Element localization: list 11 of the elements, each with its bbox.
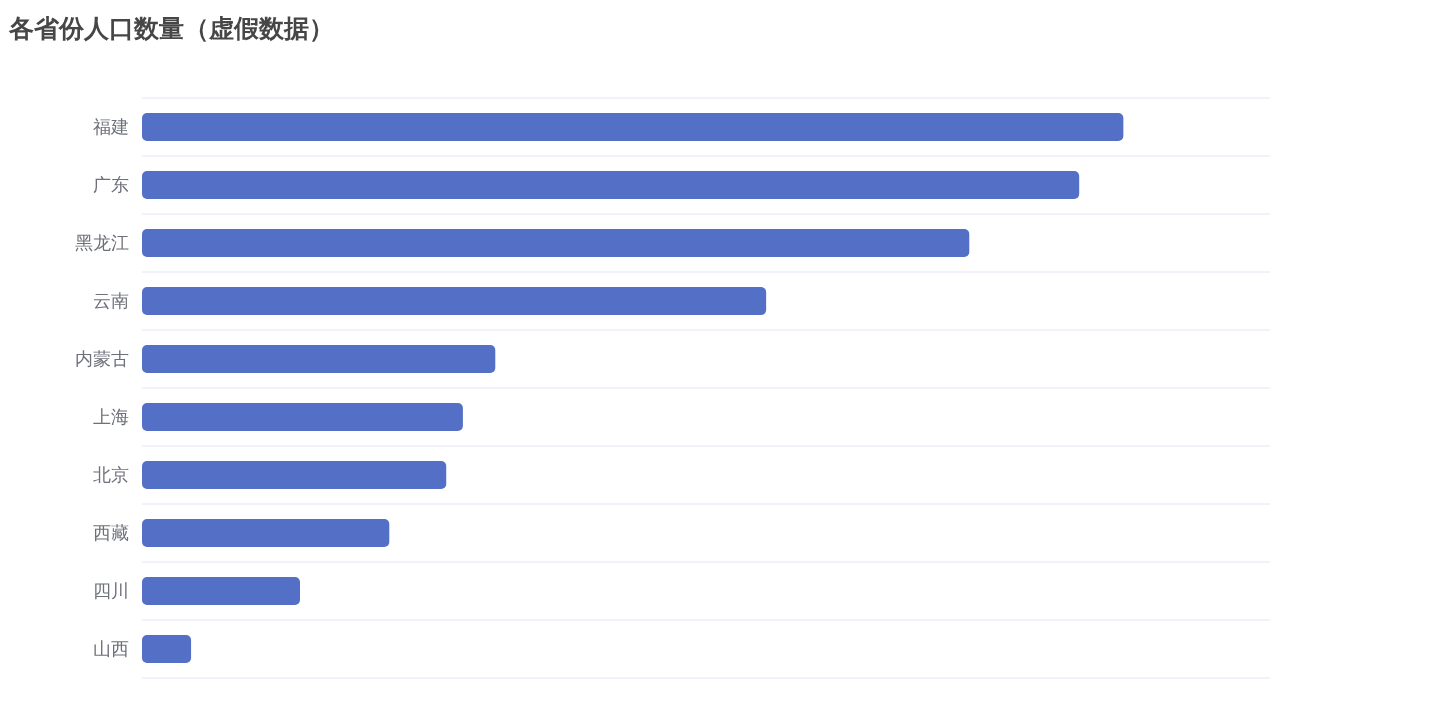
category-label: 福建 bbox=[93, 117, 129, 137]
category-label: 北京 bbox=[93, 465, 129, 485]
category-label: 四川 bbox=[93, 581, 129, 601]
category-label: 上海 bbox=[93, 407, 129, 427]
category-label: 山西 bbox=[93, 639, 129, 659]
title: 各省份人口数量（虚假数据） bbox=[9, 14, 334, 42]
category-label: 内蒙古 bbox=[75, 349, 129, 369]
category-label: 广东 bbox=[93, 175, 129, 195]
category-label: 黑龙江 bbox=[75, 233, 129, 253]
category-label: 云南 bbox=[93, 291, 129, 311]
category-label: 西藏 bbox=[93, 523, 129, 543]
